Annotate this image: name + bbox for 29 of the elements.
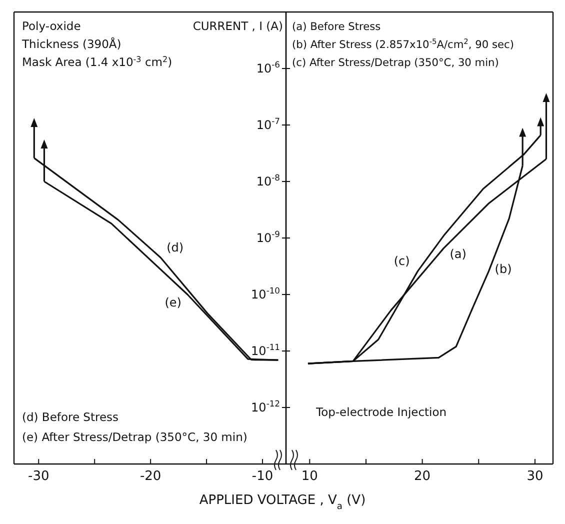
annotation: (d) Before Stress: [22, 410, 119, 424]
annotation: Mask Area (1.4 x10$^{-3}$ cm$^{2}$): [22, 54, 172, 69]
x-axis-title: APPLIED VOLTAGE , V$_{a}$ (V): [199, 493, 366, 512]
annotation: (c) After Stress/Detrap (350°C, 30 min): [292, 57, 499, 69]
x-tick-label: 10: [301, 469, 318, 484]
series-label: (a): [450, 247, 466, 262]
y-tick-label: 10$^{-8}$: [256, 172, 280, 188]
y-tick-label: 10$^{-7}$: [256, 116, 280, 132]
annotation: (a) Before Stress: [292, 21, 381, 33]
series-label: (c): [394, 254, 410, 268]
x-tick-label: -20: [140, 469, 162, 484]
annotation: Poly-oxide: [22, 19, 81, 33]
annotation: Thickness (390Å): [21, 37, 122, 51]
annotation: Top-electrode Injection: [315, 405, 447, 419]
annotation: (b) After Stress (2.857x10$^{-5}$A/cm$^{2}$, 90 sec): [292, 36, 514, 51]
y-tick-label: 10$^{-6}$: [256, 60, 280, 76]
y-tick-label: 10$^{-9}$: [256, 229, 280, 245]
x-tick-label: 20: [414, 469, 431, 484]
y-tick-label: 10$^{-11}$: [251, 342, 280, 358]
x-tick-label: -30: [28, 469, 50, 484]
y-tick-label: 10$^{-12}$: [251, 398, 280, 414]
y-tick-label: 10$^{-10}$: [251, 286, 280, 302]
y-axis-title: CURRENT , I (A): [192, 19, 283, 33]
series-label: (d): [166, 240, 184, 255]
x-tick-label: -10: [252, 469, 274, 484]
x-tick-label: 30: [526, 469, 544, 484]
series-label: (e): [164, 296, 182, 310]
annotation: (e) After Stress/Detrap (350°C, 30 min): [22, 430, 248, 444]
series-label: (b): [494, 262, 512, 276]
